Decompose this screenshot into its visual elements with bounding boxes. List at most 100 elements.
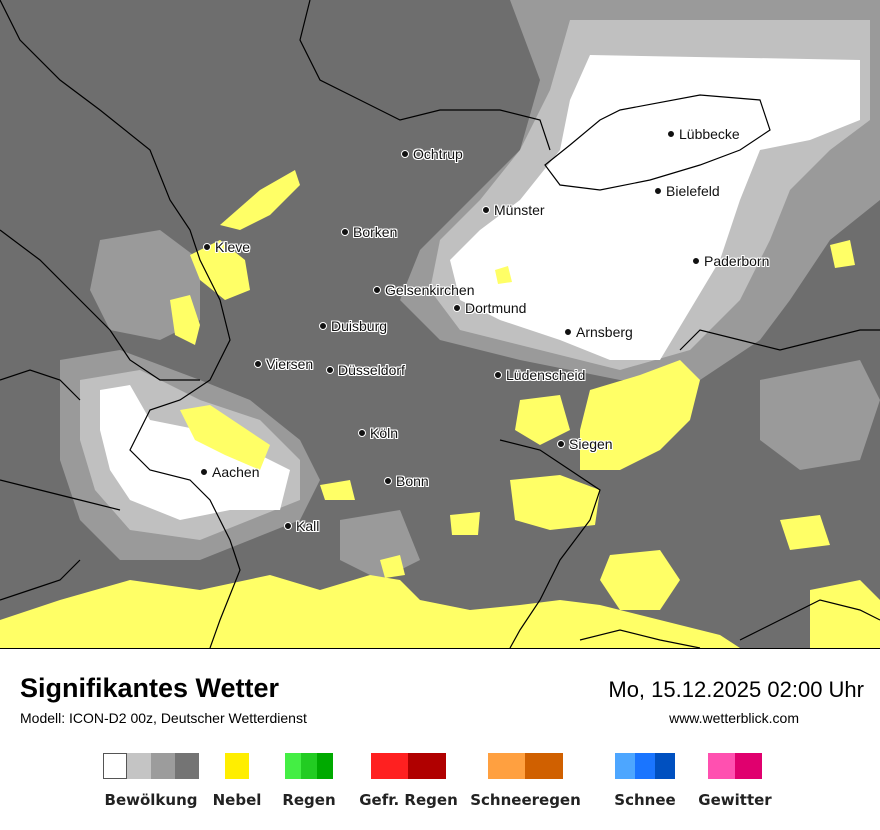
city-label: Aachen	[212, 464, 260, 480]
city-label: Lüdenscheid	[506, 367, 586, 383]
city-dot-icon	[373, 286, 381, 295]
legend-swatch	[615, 753, 635, 779]
city-dot-icon	[203, 243, 211, 252]
city-label: Bonn	[396, 473, 429, 489]
legend-label: Gefr. Regen	[359, 791, 458, 809]
city-label: Köln	[370, 425, 399, 441]
legend-swatch	[317, 753, 333, 779]
legend-label: Schneeregen	[470, 791, 581, 809]
city-label: Borken	[353, 224, 398, 240]
legend-swatch	[525, 753, 563, 779]
city-bonn: Bonn	[384, 473, 429, 489]
weather-map: Lübbecke Ochtrup Bielefeld Münster Borke…	[0, 0, 880, 649]
city-label: Kall	[296, 518, 320, 534]
city-dot-icon	[401, 150, 409, 159]
legend-gewitter: Gewitter	[698, 753, 772, 809]
legend-schneeregen: Schneeregen	[470, 753, 581, 809]
legend-swatch	[175, 753, 199, 779]
city-borken: Borken	[341, 224, 397, 240]
city-dot-icon	[564, 328, 572, 337]
city-dot-icon	[384, 477, 392, 486]
legend-swatch	[127, 753, 151, 779]
legend-schnee: Schnee	[614, 753, 676, 809]
legend-swatch	[655, 753, 675, 779]
legend-swatches	[225, 753, 249, 779]
city-label: Duisburg	[331, 318, 388, 334]
city-arnsberg: Arnsberg	[564, 324, 633, 340]
forecast-datetime: Mo, 15.12.2025 02:00 Uhr	[608, 677, 864, 702]
city-dot-icon	[341, 228, 349, 237]
city-label: Viersen	[266, 356, 314, 372]
legend-swatches	[371, 753, 446, 779]
city-dortmund: Dortmund	[453, 300, 526, 316]
city-dot-icon	[494, 371, 502, 380]
city-dot-icon	[667, 130, 675, 139]
city-dot-icon	[358, 429, 366, 438]
city-bielefeld: Bielefeld	[654, 183, 720, 199]
city-dot-icon	[692, 257, 700, 266]
legend-swatches	[103, 753, 199, 779]
legend-label: Gewitter	[698, 791, 772, 809]
legend-regen: Regen	[282, 753, 336, 809]
legend-label: Nebel	[212, 791, 262, 809]
legend-swatches	[615, 753, 675, 779]
city-luedenscheid: Lüdenscheid	[494, 367, 585, 383]
city-kall: Kall	[284, 518, 319, 534]
city-label: Dortmund	[465, 300, 527, 316]
city-dot-icon	[557, 440, 565, 449]
legend-swatch	[635, 753, 655, 779]
city-dot-icon	[284, 522, 292, 531]
city-muenster: Münster	[482, 202, 545, 218]
legend-swatches	[488, 753, 563, 779]
legend-gefr-regen: Gefr. Regen	[359, 753, 458, 809]
city-dot-icon	[453, 304, 461, 313]
fog-layer	[0, 170, 880, 648]
city-dot-icon	[654, 187, 662, 196]
city-label: Ochtrup	[413, 146, 463, 162]
model-info: Modell: ICON-D2 00z, Deutscher Wetterdie…	[20, 710, 307, 726]
city-dot-icon	[326, 366, 334, 375]
legend-swatch	[285, 753, 301, 779]
clear-sky-layer	[100, 55, 860, 520]
city-label: Düsseldorf	[338, 362, 405, 378]
city-siegen: Siegen	[557, 436, 613, 452]
legend-label: Schnee	[614, 791, 676, 809]
city-dot-icon	[254, 360, 262, 369]
city-label: Lübbecke	[679, 126, 740, 142]
city-label: Münster	[494, 202, 545, 218]
legend-swatches	[285, 753, 333, 779]
city-aachen: Aachen	[200, 464, 259, 480]
legend-swatch	[708, 753, 735, 779]
legend-swatch	[103, 753, 127, 779]
legend-swatches	[708, 753, 762, 779]
city-dot-icon	[200, 468, 208, 477]
city-viersen: Viersen	[254, 356, 313, 372]
legend-nebel: Nebel	[213, 753, 261, 809]
city-label: Siegen	[569, 436, 613, 452]
city-label: Paderborn	[704, 253, 770, 269]
legend-swatch	[225, 753, 249, 779]
city-label: Gelsenkirchen	[385, 282, 475, 298]
city-paderborn: Paderborn	[692, 253, 769, 269]
border-lines	[0, 0, 880, 648]
city-luebbecke: Lübbecke	[667, 126, 740, 142]
legend-swatch	[301, 753, 317, 779]
city-duisburg: Duisburg	[319, 318, 387, 334]
map-title: Signifikantes Wetter	[20, 673, 280, 703]
city-label: Kleve	[215, 239, 251, 255]
city-duesseldorf: Düsseldorf	[326, 362, 405, 378]
legend-swatch	[151, 753, 175, 779]
city-ochtrup: Ochtrup	[401, 146, 463, 162]
city-kleve: Kleve	[203, 239, 250, 255]
website-link[interactable]: www.wetterblick.com	[669, 710, 799, 726]
city-dot-icon	[482, 206, 490, 215]
legend-swatch	[735, 753, 762, 779]
map-footer: Signifikantes Wetter Modell: ICON-D2 00z…	[0, 649, 880, 830]
city-koeln: Köln	[358, 425, 398, 441]
legend-bewoelkung: Bewölkung	[103, 753, 199, 809]
legend-swatch	[408, 753, 446, 779]
city-gelsenkirchen: Gelsenkirchen	[373, 282, 475, 298]
legend-label: Regen	[282, 791, 336, 809]
legend-label: Bewölkung	[104, 791, 198, 809]
city-label: Arnsberg	[576, 324, 633, 340]
